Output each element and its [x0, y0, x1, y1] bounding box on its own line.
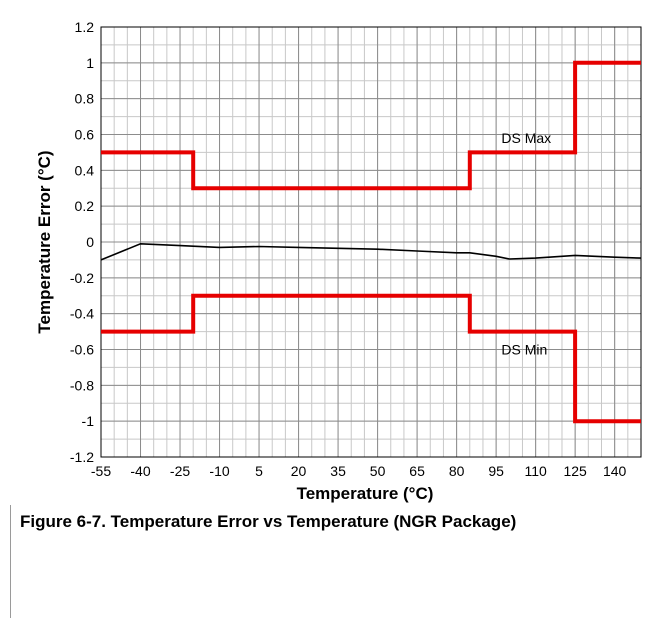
x-tick-label: 20: [291, 463, 307, 479]
y-tick-labels: -1.2 -1 -0.8 -0.6 -0.4 -0.2 0 0.2 0.4 0.6 0.8 1 1.2: [70, 19, 94, 465]
x-tick-label: 125: [563, 463, 587, 479]
series-line-ds-max: [101, 60, 641, 191]
x-tick-label: 95: [488, 463, 504, 479]
y-tick-label: 0.6: [75, 127, 95, 143]
x-axis-title: Temperature (°C): [297, 484, 434, 503]
y-tick-label: -0.2: [70, 270, 94, 286]
temperature-error-chart: -55 -40 -25 -10 5 20 35 50 65 80 95 110 125 140 -1.2-…: [0, 0, 652, 505]
chart-background: [0, 0, 652, 505]
y-tick-label: 0: [86, 234, 94, 250]
x-tick-label: 140: [603, 463, 627, 479]
y-tick-label: 1.2: [75, 19, 95, 35]
x-tick-label: -40: [130, 463, 150, 479]
y-tick-label: 1: [86, 55, 94, 71]
y-tick-label: 0.8: [75, 91, 95, 107]
x-tick-label: 50: [370, 463, 386, 479]
series-layer: [100, 60, 642, 424]
figure-caption: Figure 6-7. Temperature Error vs Tempera…: [20, 512, 517, 531]
x-tick-label: -55: [91, 463, 111, 479]
x-tick-label: 35: [330, 463, 346, 479]
series-line-ds-min: [101, 293, 641, 424]
series-annotation: DS Max: [501, 130, 551, 146]
series-annotation: DS Min: [501, 342, 547, 358]
x-tick-label: 5: [255, 463, 263, 479]
annotations: DS Max DS Min: [501, 130, 551, 357]
series-line-measured: [100, 242, 642, 261]
y-axis-title: Temperature Error (°C): [35, 150, 54, 333]
x-tick-labels: -55 -40 -25 -10 5 20 35 50 65 80 95 110 125 140: [91, 463, 627, 479]
y-tick-label: -1.2: [70, 449, 94, 465]
y-tick-label: -1: [82, 413, 95, 429]
y-tick-label: -0.4: [70, 306, 94, 322]
x-tick-label: -10: [209, 463, 229, 479]
x-tick-label: 80: [449, 463, 465, 479]
y-tick-label: 0.2: [75, 198, 95, 214]
y-tick-label: -0.6: [70, 342, 94, 358]
plot-border: [100, 26, 642, 458]
y-tick-label: 0.4: [75, 162, 95, 178]
y-tick-label: -0.8: [70, 377, 94, 393]
x-tick-label: 65: [409, 463, 425, 479]
x-tick-label: -25: [170, 463, 190, 479]
x-tick-label: 110: [524, 463, 547, 479]
